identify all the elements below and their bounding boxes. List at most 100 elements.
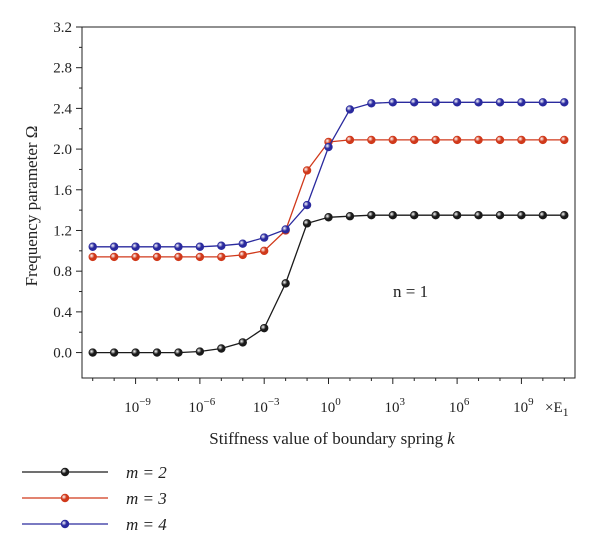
data-point xyxy=(388,98,398,107)
y-tick-label: 1.2 xyxy=(53,223,72,239)
data-point xyxy=(431,135,440,145)
data-point xyxy=(302,166,312,175)
y-tick-label: 2.4 xyxy=(53,101,72,117)
plot-frame xyxy=(81,26,576,379)
y-tick-label: 0.4 xyxy=(53,305,72,321)
data-point xyxy=(109,252,119,262)
x-tick-exponent: 0 xyxy=(335,396,341,408)
data-point xyxy=(131,252,140,262)
data-point xyxy=(495,211,505,220)
x-tick-label: 106 xyxy=(449,396,470,416)
x-tick-label: 10−6 xyxy=(189,396,216,416)
y-tick-label: 0.0 xyxy=(53,346,72,362)
data-point xyxy=(474,135,483,145)
data-point xyxy=(367,211,376,220)
x-tick-base: 10 xyxy=(189,400,204,416)
x-tick-base: 10 xyxy=(320,400,335,416)
x-tick-label: 109 xyxy=(513,396,534,416)
data-point xyxy=(217,252,226,262)
x-tick-label: 103 xyxy=(385,396,406,416)
data-point xyxy=(345,212,355,221)
data-point xyxy=(517,211,526,220)
data-point xyxy=(109,242,119,251)
x-axis-multiplier: ×E1 xyxy=(545,400,569,419)
x-tick-exponent: −9 xyxy=(139,396,151,408)
data-point xyxy=(410,135,419,145)
data-point xyxy=(238,338,247,347)
data-point xyxy=(474,211,483,220)
x-tick-base: 10 xyxy=(124,400,139,416)
data-point xyxy=(281,225,290,234)
legend-item: m = 4 xyxy=(22,515,167,534)
x-axis-variable: k xyxy=(447,429,455,448)
data-point xyxy=(367,99,376,108)
data-point xyxy=(131,348,140,357)
x-tick-exponent: −6 xyxy=(204,396,216,408)
data-point xyxy=(217,344,226,353)
data-point xyxy=(452,98,462,107)
legend: m = 2 m = 3 m = 4 xyxy=(22,463,167,534)
data-point xyxy=(345,135,355,145)
data-point xyxy=(259,246,269,256)
legend-item: m = 3 xyxy=(22,489,167,508)
data-point xyxy=(152,252,162,262)
data-point xyxy=(195,242,205,251)
x-tick-base: 10 xyxy=(513,400,528,416)
data-point xyxy=(538,98,548,107)
data-point xyxy=(174,242,183,251)
data-point xyxy=(388,211,398,220)
data-point xyxy=(452,135,462,145)
data-point xyxy=(345,105,355,114)
series-line xyxy=(92,214,565,354)
y-axis-title: Frequency parameter Ω xyxy=(22,126,41,287)
legend-marker xyxy=(60,493,70,503)
y-tick-label: 2.8 xyxy=(53,61,72,77)
x-tick-label: 100 xyxy=(320,396,341,416)
legend-label: m = 2 xyxy=(126,463,167,482)
y-tick-label: 2.0 xyxy=(53,142,72,158)
series-m3 xyxy=(88,135,569,262)
data-point xyxy=(538,135,548,145)
axes: 0.00.40.81.21.62.02.42.83.210−9 10−6 10−3 1… xyxy=(53,20,576,416)
legend-label: m = 3 xyxy=(126,489,167,508)
data-point xyxy=(131,242,140,251)
data-point xyxy=(388,135,398,145)
data-point xyxy=(560,135,569,145)
data-point xyxy=(238,239,247,248)
data-point xyxy=(474,98,483,107)
data-point xyxy=(259,323,269,333)
data-point xyxy=(431,98,440,107)
legend-item: m = 2 xyxy=(22,463,167,482)
data-point xyxy=(560,98,569,107)
series-m4 xyxy=(88,98,569,251)
legend-marker xyxy=(60,519,70,529)
data-point xyxy=(324,213,333,222)
series-m2 xyxy=(88,211,569,357)
data-point xyxy=(410,98,419,107)
data-point xyxy=(495,135,505,145)
x-tick-exponent: 3 xyxy=(400,396,406,408)
x-tick-label: 10−3 xyxy=(253,396,280,416)
series-line xyxy=(92,101,565,248)
data-point xyxy=(195,347,205,356)
data-point xyxy=(88,252,97,262)
data-point xyxy=(452,211,462,220)
x-tick-exponent: 9 xyxy=(528,396,534,408)
data-point xyxy=(174,252,183,262)
data-point xyxy=(174,348,183,357)
data-point xyxy=(152,348,162,357)
x-tick-base: 10 xyxy=(253,400,268,416)
data-point xyxy=(410,211,419,220)
x-multiplier-subscript: 1 xyxy=(563,405,569,419)
x-tick-base: 10 xyxy=(449,400,464,416)
data-point xyxy=(302,219,312,228)
data-point xyxy=(517,135,526,145)
data-point xyxy=(88,348,97,357)
legend-marker xyxy=(60,467,70,477)
data-point xyxy=(88,242,97,251)
data-point xyxy=(281,279,290,288)
series-layer xyxy=(88,98,569,357)
y-tick-label: 0.8 xyxy=(53,264,72,280)
data-point xyxy=(560,211,569,220)
